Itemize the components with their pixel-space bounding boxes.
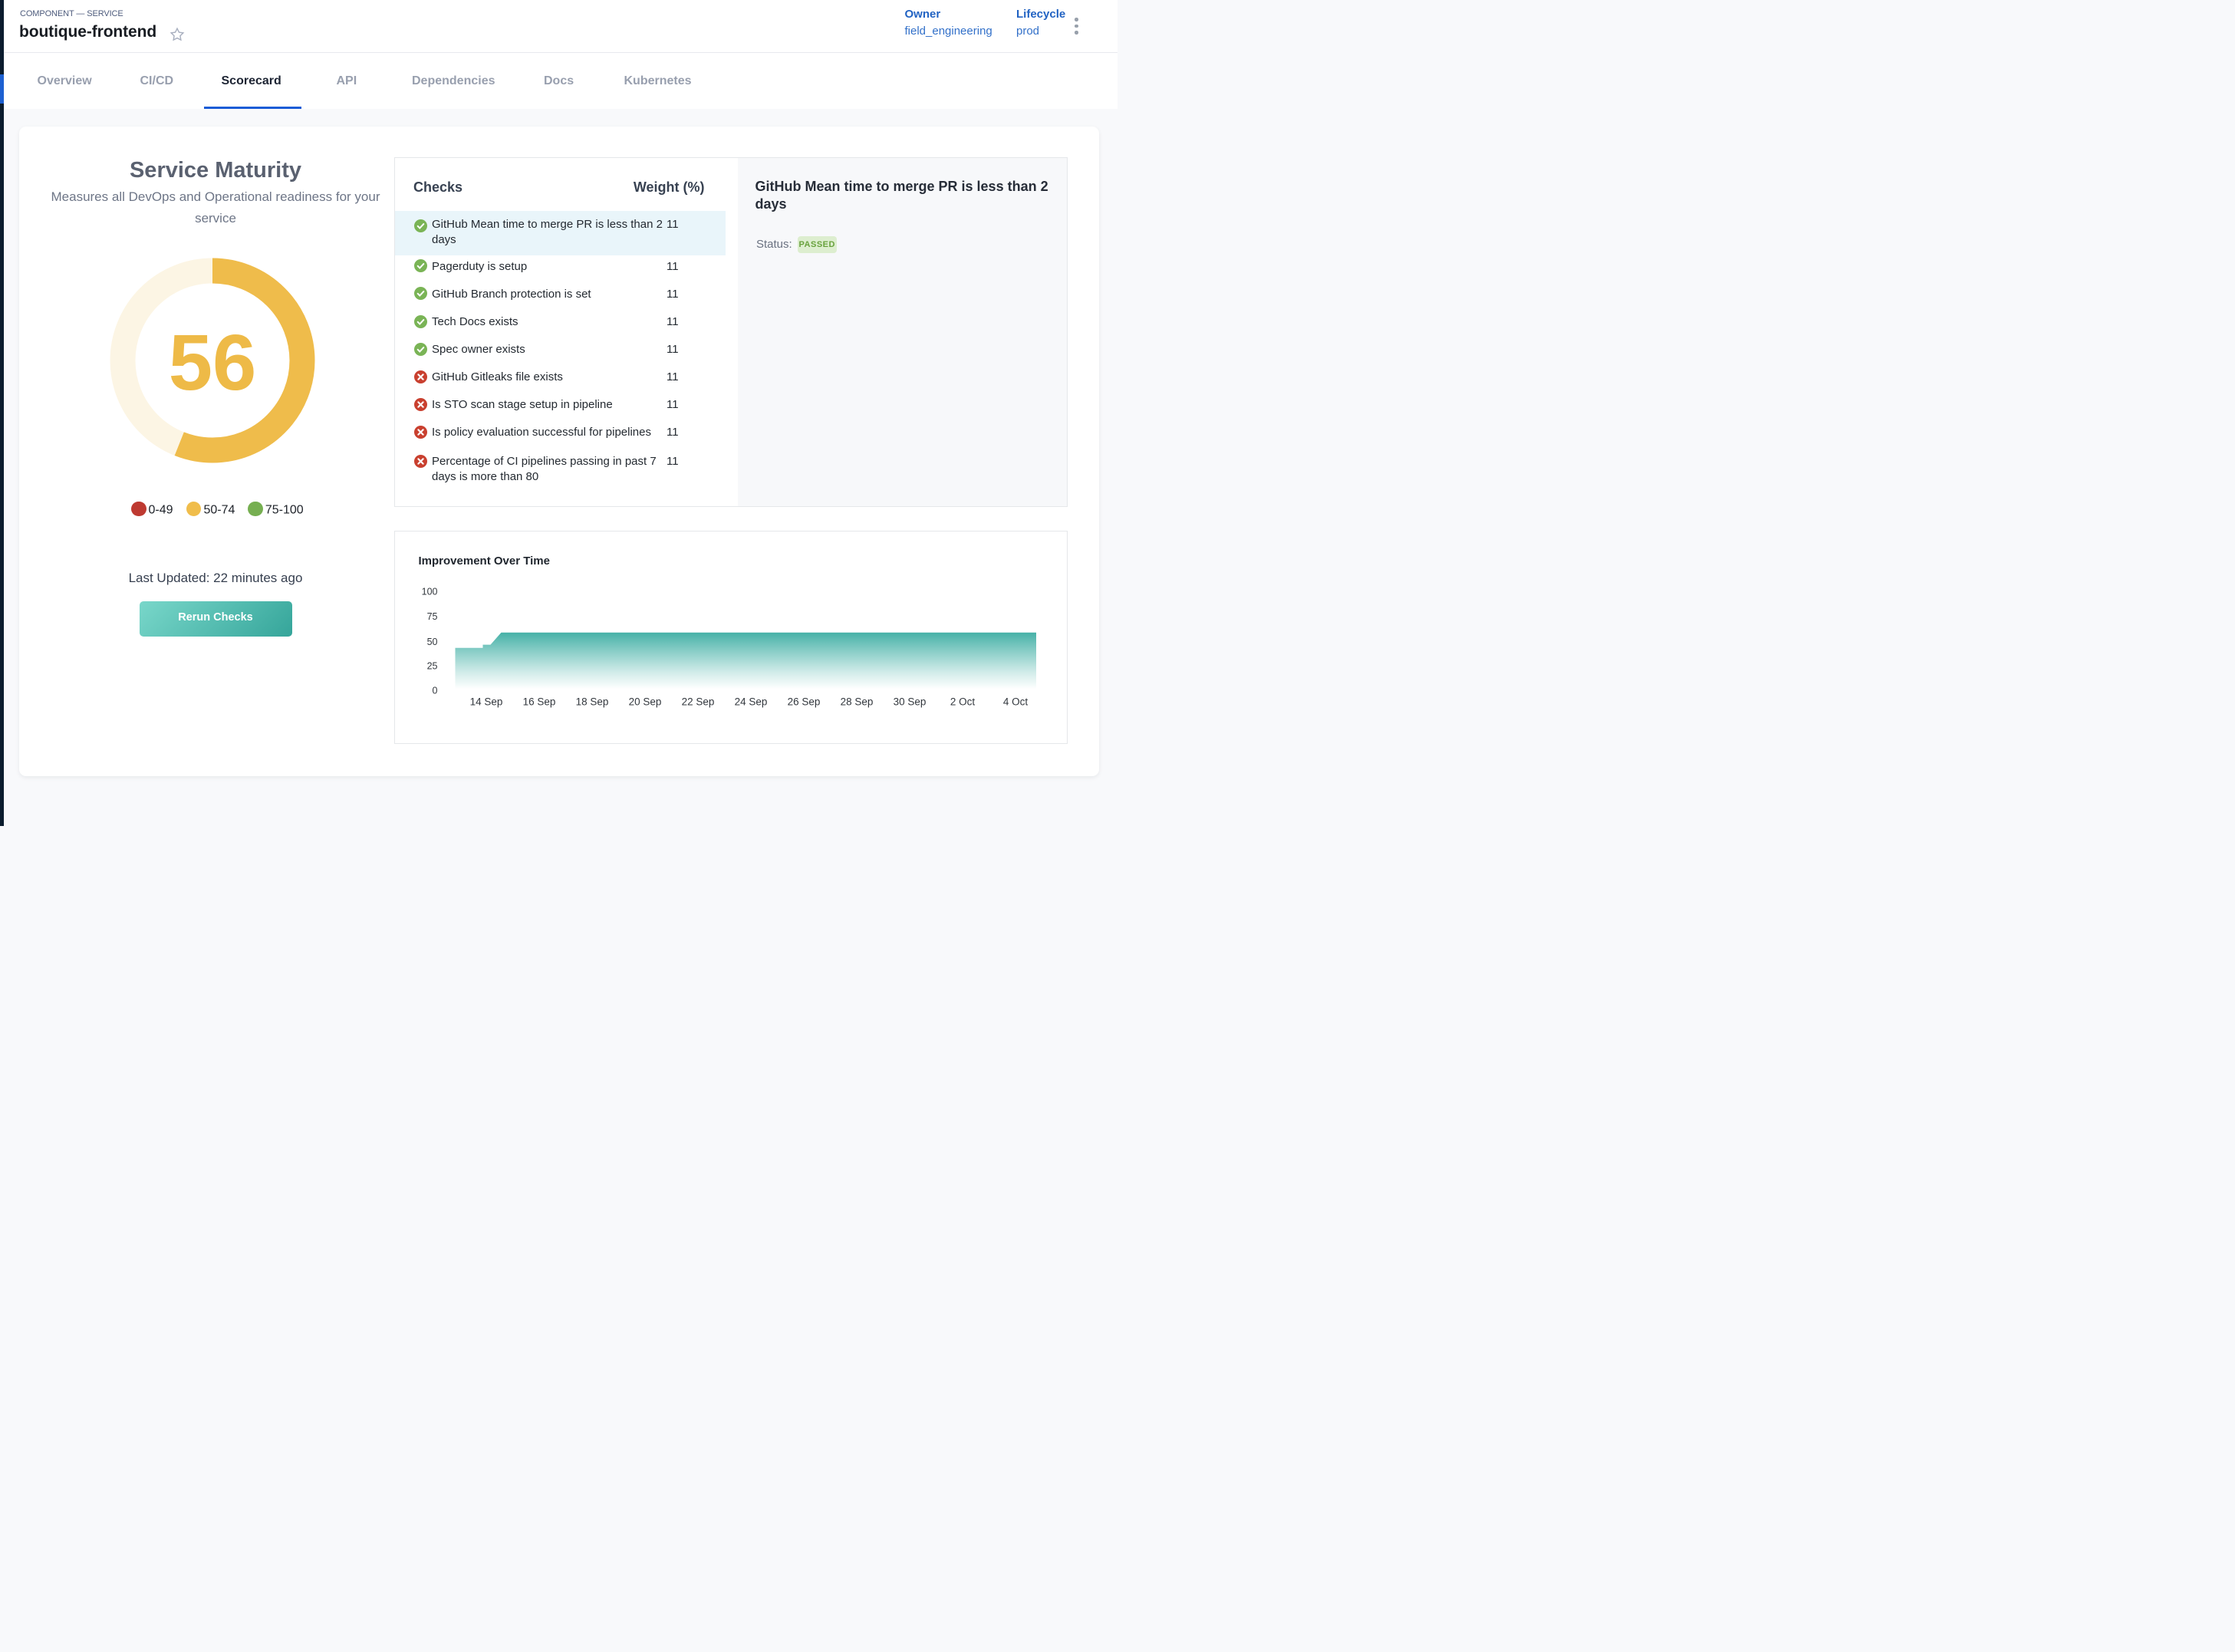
svg-text:50: 50	[426, 636, 437, 647]
svg-text:56: 56	[169, 318, 257, 406]
svg-text:0: 0	[432, 685, 437, 696]
svg-text:30 Sep: 30 Sep	[893, 696, 926, 707]
svg-text:20 Sep: 20 Sep	[628, 696, 661, 707]
svg-text:2 Oct: 2 Oct	[950, 696, 975, 707]
svg-text:100: 100	[421, 586, 437, 597]
svg-text:22 Sep: 22 Sep	[681, 696, 714, 707]
svg-text:26 Sep: 26 Sep	[787, 696, 820, 707]
svg-text:75: 75	[426, 610, 437, 621]
svg-text:14 Sep: 14 Sep	[469, 696, 502, 707]
svg-text:16 Sep: 16 Sep	[522, 696, 555, 707]
svg-text:18 Sep: 18 Sep	[575, 696, 608, 707]
svg-text:25: 25	[426, 660, 437, 671]
svg-text:24 Sep: 24 Sep	[734, 696, 767, 707]
svg-text:28 Sep: 28 Sep	[840, 696, 873, 707]
svg-text:4 Oct: 4 Oct	[1002, 696, 1028, 707]
